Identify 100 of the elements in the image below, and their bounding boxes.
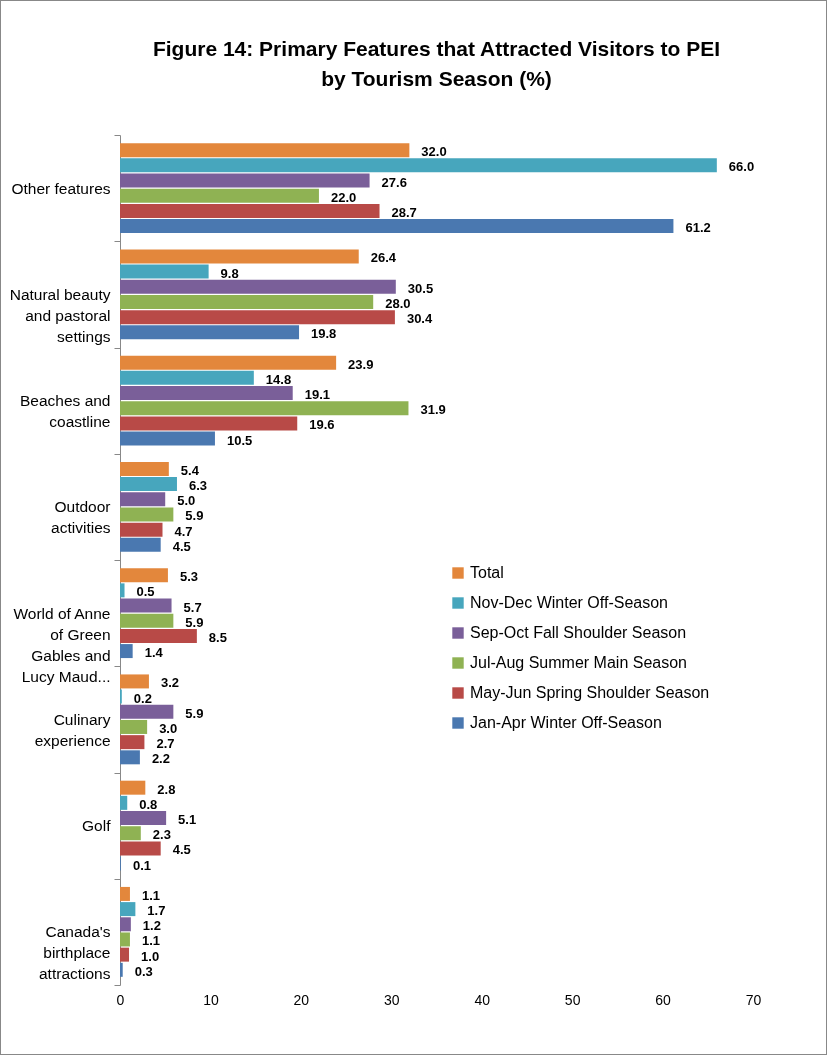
data-label: 5.9 [185, 614, 204, 630]
x-tick-label: 70 [745, 991, 762, 1008]
bar [120, 158, 717, 173]
data-label: 8.5 [208, 629, 227, 645]
bar [120, 917, 131, 932]
legend-label: Jan-Apr Winter Off-Season [470, 714, 662, 731]
data-label: 1.1 [141, 887, 161, 903]
data-label: 4.5 [172, 842, 191, 858]
data-label: 22.0 [330, 189, 357, 205]
data-label: 5.4 [180, 462, 200, 478]
bar [120, 735, 145, 750]
bar [120, 704, 174, 719]
data-label: 31.9 [420, 402, 446, 418]
y-tick-label: Beaches and coastline [20, 392, 111, 431]
bar [120, 294, 374, 309]
data-label: 10.5 [226, 432, 253, 448]
y-tick-label: Canada's birthplace attractions [38, 923, 111, 983]
bar [120, 370, 254, 385]
legend-label: May-Jun Spring Shoulder Season [470, 684, 710, 701]
bar [120, 279, 396, 294]
data-label: 2.2 [151, 751, 170, 767]
bar [120, 795, 128, 810]
bar [120, 583, 125, 598]
bar [120, 355, 337, 370]
data-label: 1.7 [147, 903, 166, 919]
data-label: 9.8 [220, 265, 239, 281]
data-label: 19.8 [311, 326, 337, 342]
bar [120, 416, 298, 431]
bar [120, 811, 167, 826]
x-tick-label: 60 [655, 991, 672, 1008]
data-label: 0.5 [136, 584, 155, 600]
bar [120, 477, 177, 492]
legend-label: Jul-Aug Summer Main Season [470, 654, 687, 671]
data-label: 32.0 [421, 144, 447, 160]
x-tick-label: 30 [384, 991, 400, 1008]
legend-label: Sep-Oct Fall Shoulder Season [470, 624, 687, 641]
data-label: 1.2 [142, 918, 161, 934]
data-label: 14.8 [265, 371, 292, 387]
data-label: 26.4 [370, 250, 397, 266]
data-label: 5.1 [178, 812, 197, 828]
data-label: 0.1 [132, 857, 151, 873]
y-tick-label: Golf [82, 817, 112, 835]
bar [120, 492, 166, 507]
bar [120, 719, 148, 734]
bar [120, 219, 674, 234]
bar [120, 522, 163, 537]
bar [120, 841, 161, 856]
data-label: 1.1 [141, 933, 161, 949]
data-label: 30.5 [407, 280, 434, 296]
y-tick-label: Outdoor activities [51, 498, 111, 537]
bar [120, 750, 140, 765]
bar [120, 143, 410, 158]
data-label: 66.0 [728, 159, 755, 175]
bar [120, 386, 293, 401]
bar [120, 431, 215, 446]
data-label: 5.9 [185, 508, 204, 524]
data-label: 30.4 [406, 311, 433, 327]
data-label: 28.7 [391, 204, 417, 220]
data-label: 0.8 [139, 796, 158, 812]
data-label: 27.6 [381, 174, 407, 190]
legend-label: Total [470, 564, 504, 581]
data-label: 19.6 [309, 417, 335, 433]
data-label: 5.9 [185, 705, 204, 721]
bar [120, 264, 209, 279]
bar [120, 932, 130, 947]
data-label: 5.3 [179, 569, 199, 585]
bar [120, 826, 141, 841]
data-label: 5.7 [183, 599, 202, 615]
x-tick-label: 40 [474, 991, 491, 1008]
bar [120, 537, 161, 552]
data-label: 6.3 [188, 478, 208, 494]
bar [120, 188, 319, 203]
bar [120, 644, 133, 659]
data-label: 4.7 [174, 523, 193, 539]
data-label: 5.0 [177, 493, 196, 509]
bar [120, 310, 395, 325]
bar [120, 173, 370, 188]
y-tick-label: Natural beauty and pastoral settings [9, 285, 111, 345]
legend-label: Nov-Dec Winter Off-Season [470, 594, 668, 611]
bar [120, 674, 149, 689]
data-label: 2.8 [157, 781, 176, 797]
bar [120, 962, 123, 977]
bar [120, 249, 359, 264]
data-label: 3.2 [160, 675, 180, 691]
data-label: 2.7 [156, 736, 175, 752]
data-label: 19.1 [304, 387, 331, 403]
bar [120, 461, 169, 476]
bar [120, 780, 146, 795]
bar [120, 902, 136, 917]
bar [120, 401, 409, 416]
bar [120, 507, 174, 522]
x-tick-label: 50 [564, 991, 581, 1008]
data-label: 3.0 [159, 720, 178, 736]
bar [120, 628, 197, 643]
bar [120, 947, 130, 962]
data-label: 61.2 [685, 220, 711, 236]
data-label: 0.2 [133, 690, 152, 706]
chart-title: Figure 14: Primary Features that Attracted Visitors to PEI by Tourism Season (%) [152, 37, 721, 90]
data-label: 23.9 [348, 356, 374, 372]
bar [120, 613, 174, 628]
